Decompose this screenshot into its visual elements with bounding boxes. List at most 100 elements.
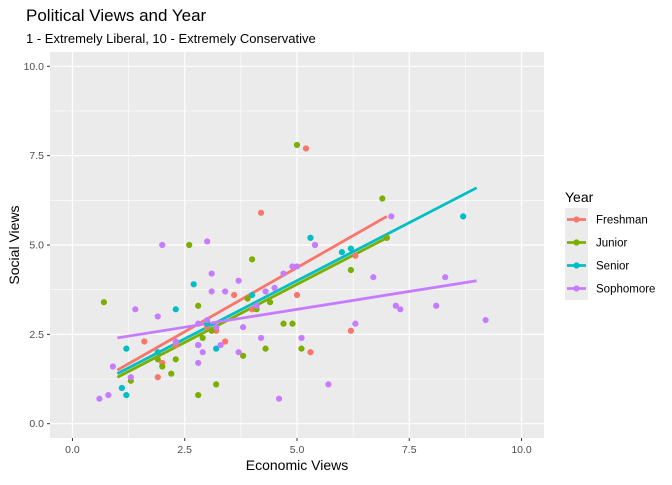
x-tick-label: 2.5 [177,444,192,456]
point-junior [159,363,166,370]
data-points [96,141,489,402]
point-senior [118,384,125,392]
point-sophomore [154,313,161,320]
point-freshman [307,349,314,356]
point-junior [172,356,179,363]
y-axis-label: Social Views [6,205,22,284]
point-sophomore [217,341,224,349]
point-sophomore [370,274,377,281]
point-senior [307,234,314,241]
point-freshman [141,338,148,345]
point-junior [244,295,251,302]
point-freshman [352,252,359,259]
point-junior [379,195,386,202]
point-sophomore [388,213,395,220]
point-senior [154,349,161,356]
point-sophomore [195,341,202,349]
point-sophomore [159,241,166,249]
point-junior [248,256,256,263]
point-sophomore [240,324,247,331]
point-sophomore [199,349,206,356]
point-senior [172,306,179,313]
point-junior [208,327,215,334]
x-axis-label: Economic Views [246,457,348,473]
point-sophomore [204,238,211,245]
point-sophomore [275,395,283,402]
point-junior [240,352,247,359]
legend-point-freshman [573,216,580,223]
y-tick-label: 7.5 [29,150,44,162]
point-sophomore [195,320,202,327]
legend-label-junior: Junior [596,238,627,250]
y-tick-label: 2.5 [29,329,44,341]
point-sophomore [222,288,229,295]
legend-item-freshman: Freshman [565,208,648,231]
legend-item-senior: Senior [565,254,629,277]
point-sophomore [392,302,399,309]
y-tick-label: 10.0 [24,61,45,73]
point-junior [347,266,354,274]
x-axis-ticks: 0.0 2.5 5.0 7.5 10.0 [65,438,532,456]
point-freshman [293,291,301,299]
chart-subtitle: 1 - Extremely Liberal, 10 - Extremely Co… [26,31,316,46]
x-tick-label: 10.0 [511,444,532,456]
point-senior [460,213,467,220]
point-junior [298,345,305,352]
point-sophomore [105,392,112,399]
point-sophomore [208,270,215,277]
point-sophomore [127,374,134,381]
point-senior [123,345,130,352]
point-freshman [154,374,161,381]
legend-point-senior [573,262,580,269]
point-senior [190,281,197,288]
point-sophomore [293,263,301,270]
x-tick-label: 0.0 [65,444,80,456]
point-sophomore [253,302,260,309]
point-sophomore [271,284,278,291]
point-sophomore [289,263,296,270]
point-junior [168,370,175,377]
point-sophomore [311,241,319,249]
point-sophomore [132,306,139,313]
point-sophomore [262,288,269,295]
point-junior [266,299,274,306]
chart-title: Political Views and Year [26,6,207,25]
point-sophomore [208,288,215,295]
point-senior [123,392,130,399]
point-freshman [257,209,265,216]
point-junior [199,334,206,342]
point-junior [195,392,202,399]
major-gridlines [50,52,544,438]
point-junior [383,234,390,241]
legend-title: Year [565,189,594,205]
point-junior [154,356,161,363]
legend-point-junior [573,239,580,246]
y-tick-label: 5.0 [29,240,44,252]
point-senior [213,345,220,352]
point-freshman [231,291,238,299]
legend-item-junior: Junior [565,231,627,254]
legend-label-senior: Senior [596,261,629,273]
legend-item-sophomore: Sophomore [565,277,655,300]
point-senior [338,249,346,256]
point-senior [347,245,354,252]
point-sophomore [96,395,103,402]
y-tick-label: 0.0 [29,418,44,430]
point-sophomore [213,324,220,331]
point-sophomore [325,381,332,388]
legend-items: Freshman Junior Senior Sophomore [565,208,655,300]
point-junior [195,302,202,309]
point-sophomore [298,334,305,342]
point-junior [262,345,269,352]
trend-line-sophomore [117,279,477,340]
x-tick-label: 7.5 [402,444,417,456]
point-freshman [248,306,256,313]
point-sophomore [442,274,449,281]
point-freshman [222,338,229,345]
x-tick-label: 5.0 [290,444,305,456]
point-sophomore [280,270,287,277]
point-sophomore [235,277,242,284]
point-junior [100,299,107,306]
